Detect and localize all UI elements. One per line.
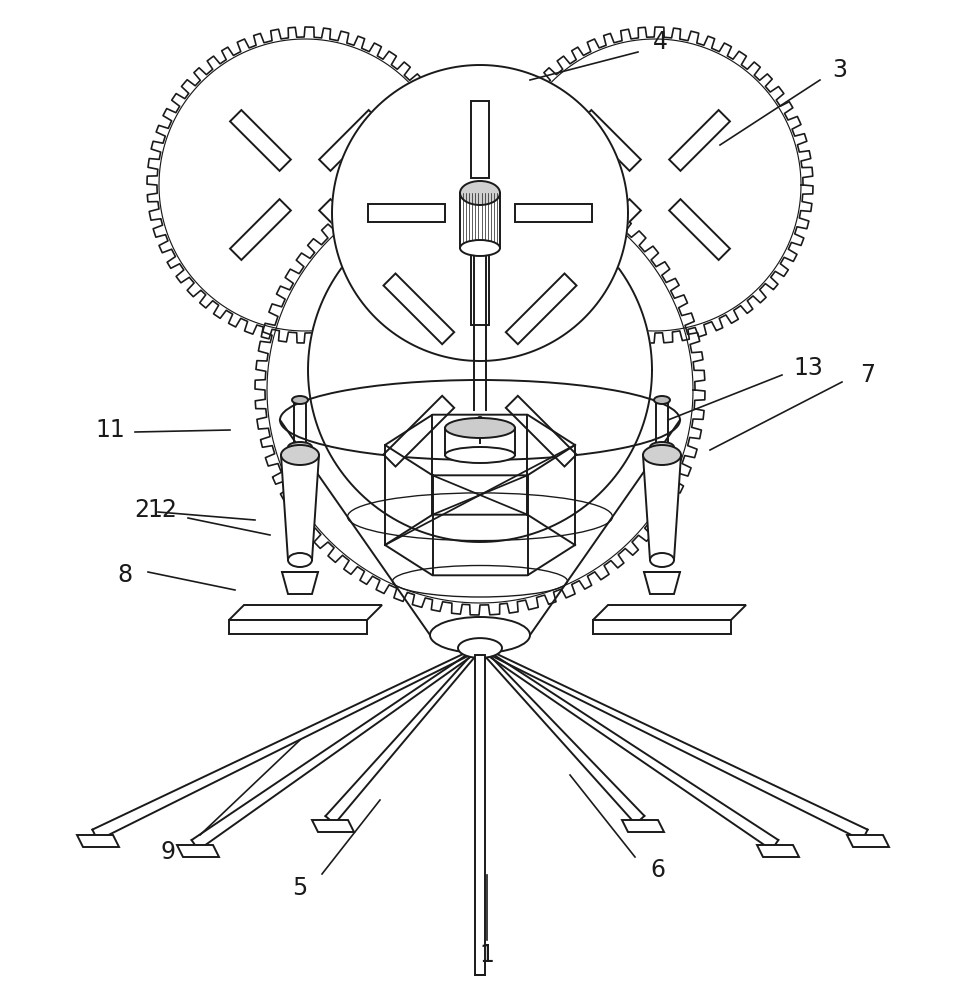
Text: 13: 13 [793, 356, 823, 380]
Polygon shape [281, 455, 319, 560]
Polygon shape [445, 428, 515, 455]
Polygon shape [308, 198, 652, 542]
Ellipse shape [292, 396, 308, 404]
Text: 2: 2 [134, 498, 150, 522]
Ellipse shape [280, 380, 680, 460]
Ellipse shape [445, 418, 515, 438]
Polygon shape [471, 101, 489, 178]
Polygon shape [319, 110, 380, 171]
Polygon shape [593, 605, 746, 620]
Text: 12: 12 [147, 498, 177, 522]
Polygon shape [475, 655, 485, 975]
Ellipse shape [650, 553, 674, 567]
Polygon shape [319, 199, 380, 260]
Ellipse shape [475, 417, 485, 433]
Text: 1: 1 [480, 943, 494, 967]
Polygon shape [669, 199, 730, 260]
Text: 6: 6 [651, 858, 665, 882]
Polygon shape [312, 820, 354, 832]
Polygon shape [460, 193, 500, 248]
Ellipse shape [643, 445, 681, 465]
Ellipse shape [460, 181, 500, 205]
Polygon shape [509, 39, 801, 331]
Ellipse shape [288, 442, 312, 452]
Ellipse shape [654, 396, 670, 404]
Polygon shape [230, 110, 291, 171]
Polygon shape [229, 605, 382, 620]
Polygon shape [230, 199, 291, 260]
Polygon shape [368, 204, 445, 222]
Polygon shape [622, 820, 664, 832]
Polygon shape [383, 396, 454, 467]
Polygon shape [580, 199, 641, 260]
Polygon shape [332, 65, 628, 361]
Polygon shape [847, 835, 889, 847]
Polygon shape [177, 845, 219, 857]
Text: 7: 7 [860, 363, 876, 387]
Polygon shape [644, 572, 680, 594]
Ellipse shape [288, 553, 312, 567]
Polygon shape [159, 39, 451, 331]
Polygon shape [757, 845, 799, 857]
Text: 9: 9 [160, 840, 176, 864]
Ellipse shape [460, 240, 500, 256]
Polygon shape [515, 204, 592, 222]
Polygon shape [229, 620, 367, 634]
Text: 8: 8 [117, 563, 132, 587]
Polygon shape [669, 110, 730, 171]
Polygon shape [643, 455, 681, 560]
Ellipse shape [430, 617, 530, 653]
Polygon shape [593, 620, 731, 634]
Polygon shape [77, 835, 119, 847]
Text: 3: 3 [832, 58, 848, 82]
Text: 4: 4 [653, 30, 667, 54]
Ellipse shape [281, 445, 319, 465]
Polygon shape [471, 248, 489, 325]
Text: 5: 5 [293, 876, 307, 900]
Text: 11: 11 [95, 418, 125, 442]
Polygon shape [506, 273, 577, 344]
Polygon shape [506, 396, 577, 467]
Ellipse shape [650, 442, 674, 452]
Polygon shape [267, 177, 693, 603]
Polygon shape [383, 273, 454, 344]
Ellipse shape [445, 447, 515, 463]
Ellipse shape [458, 638, 502, 658]
Polygon shape [282, 572, 318, 594]
Polygon shape [580, 110, 641, 171]
